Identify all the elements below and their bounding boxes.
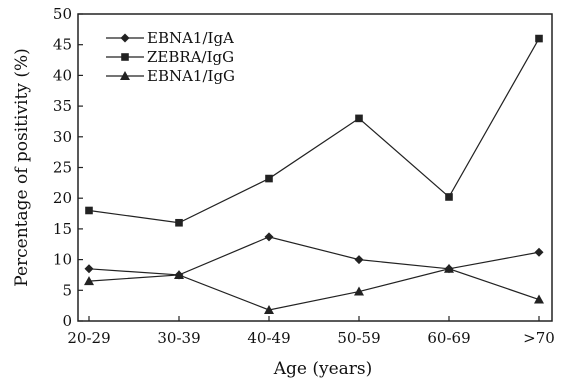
data-point-zebra-igg [85,206,93,215]
y-tick-label: 15 [53,220,72,238]
data-point-ebna1-igg [444,263,454,273]
x-tick-label: 40-49 [247,329,290,347]
x-axis-label: Age (years) [273,359,373,379]
legend-label: EBNA1/IgA [147,29,234,47]
data-point-ebna1-iga [264,232,274,242]
y-tick-label: 30 [53,128,72,146]
series-line-ebna1-igg [88,268,540,311]
data-point-zebra-igg [265,174,273,183]
data-point-zebra-igg [445,193,453,201]
x-tick-label: 20-29 [67,329,110,347]
y-tick-label: 0 [62,312,72,330]
series-ebna1-iga [84,232,544,280]
series-line-ebna1-iga [88,236,540,276]
data-point-ebna1-iga [534,247,544,257]
y-tick-label: 20 [53,189,72,207]
data-point-ebna1-igg [84,276,94,286]
data-point-zebra-igg [535,34,543,43]
legend-label: ZEBRA/IgG [147,48,234,66]
axes: 0 5 10 15 20 25 30 35 40 45 50 20-29 30-39 40-49 50-59… [53,5,555,347]
y-tick-label: 45 [53,36,72,54]
x-tick-label: >70 [523,329,555,347]
data-point-zebra-igg [175,218,183,227]
data-point-ebna1-igg [534,294,544,304]
y-tick-label: 25 [53,159,72,177]
data-point-ebna1-igg [264,304,274,314]
legend-label: EBNA1/IgG [147,67,235,85]
data-point-ebna1-igg [174,269,184,279]
y-tick-label: 5 [62,281,72,299]
legend-item-ebna1-igg: EBNA1/IgG [106,67,235,85]
y-tick-label: 50 [53,5,72,23]
data-point-ebna1-iga [354,255,364,265]
legend-item-ebna1-iga: EBNA1/IgA [106,29,234,47]
legend-marker [120,71,130,80]
legend-marker [120,33,130,43]
legend-item-zebra-igg: ZEBRA/IgG [106,48,234,66]
x-tick-label: 50-59 [337,329,380,347]
series-ebna1-igg [84,263,544,314]
data-point-ebna1-igg [354,286,364,296]
legend-marker [121,53,129,61]
y-tick-label: 10 [53,251,72,269]
series-layer [84,34,544,314]
data-point-zebra-igg [355,114,363,123]
x-tick-label: 30-39 [157,329,200,347]
x-tick-label: 60-69 [427,329,470,347]
y-axis-label: Percentage of positivity (%) [12,48,32,286]
series-zebra-igg [85,34,543,227]
data-point-ebna1-iga [84,264,94,274]
y-tick-label: 40 [53,66,72,84]
series-line-zebra-igg [88,38,540,224]
y-tick-label: 35 [53,97,72,115]
